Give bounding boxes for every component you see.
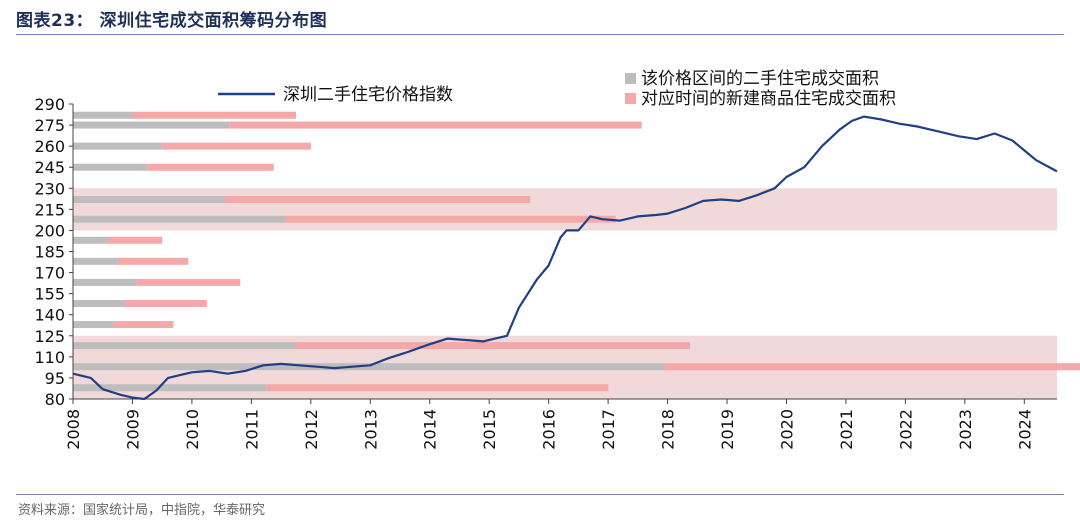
- x-axis-ticks: 2008 2009 2010 2011 2012 2013 2014 2015 2016 2017…: [64, 399, 1034, 450]
- series-line-0: [72, 115, 1058, 401]
- y-tick-label: 125: [34, 327, 65, 346]
- y-tick-label: 245: [34, 158, 65, 177]
- band-1: [73, 188, 1057, 231]
- bar-newhome-11: [296, 342, 691, 350]
- bar-secondhand-12: [73, 363, 665, 371]
- bar-newhome-4: [225, 196, 531, 204]
- x-tick-label: 2014: [421, 409, 440, 450]
- x-tick-label: 2008: [64, 409, 83, 450]
- y-tick-label: 155: [34, 285, 65, 304]
- bar-newhome-9: [125, 299, 207, 307]
- bar-secondhand-1: [73, 121, 230, 129]
- y-tick-label: 140: [34, 306, 65, 325]
- legend-label-newhome: 对应时间的新建商品住宅成交面积: [641, 89, 896, 109]
- bar-newhome-0: [132, 111, 297, 119]
- y-tick-label: 290: [34, 95, 65, 114]
- y-tick-label: 170: [34, 264, 65, 283]
- bar-newhome-5: [284, 215, 616, 223]
- x-tick-label: 2021: [837, 409, 856, 450]
- bar-newhome-2: [162, 142, 311, 150]
- x-tick-label: 2023: [956, 409, 975, 450]
- bar-newhome-8: [136, 278, 241, 286]
- bar-secondhand-4: [73, 196, 226, 204]
- bar-newhome-10: [113, 321, 174, 329]
- x-tick-label: 2020: [777, 409, 796, 450]
- x-tick-label: 2011: [242, 409, 261, 450]
- y-axis-ticks: 80 95 110 125 140 155 170 185 200 215 230 245 260 275…: [34, 95, 73, 409]
- legend-swatch-secondhand: [625, 73, 636, 84]
- bar-secondhand-7: [73, 257, 118, 265]
- x-tick-label: 2015: [480, 409, 499, 450]
- legend-label-line: 深圳二手住宅价格指数: [283, 85, 453, 105]
- y-tick-label: 230: [34, 179, 65, 198]
- volume-bars: [73, 111, 1080, 392]
- x-tick-label: 2013: [361, 409, 380, 450]
- bar-newhome-12: [664, 363, 1080, 371]
- y-tick-label: 275: [34, 116, 65, 135]
- x-tick-label: 2016: [540, 409, 559, 450]
- x-tick-label: 2024: [1015, 409, 1034, 450]
- y-tick-label: 185: [34, 243, 65, 262]
- bar-newhome-6: [106, 236, 163, 244]
- bar-newhome-7: [117, 257, 189, 265]
- x-tick-label: 2017: [599, 409, 618, 450]
- bar-secondhand-9: [73, 299, 126, 307]
- x-tick-label: 2019: [718, 409, 737, 450]
- y-tick-label: 110: [34, 348, 65, 367]
- y-tick-label: 95: [45, 369, 65, 388]
- x-tick-label: 2009: [123, 409, 142, 450]
- y-tick-label: 200: [34, 221, 65, 240]
- y-tick-label: 215: [34, 200, 65, 219]
- title-rule: [16, 34, 1064, 35]
- x-tick-label: 2010: [183, 409, 202, 450]
- legend-label-secondhand: 该价格区间的二手住宅成交面积: [641, 69, 879, 89]
- source-rule: [16, 494, 1064, 495]
- line-series: [72, 115, 1058, 401]
- bar-newhome-1: [229, 121, 642, 129]
- x-tick-label: 2022: [896, 409, 915, 450]
- bar-secondhand-6: [73, 236, 107, 244]
- bar-secondhand-5: [73, 215, 285, 223]
- source-note: 资料来源：国家统计局，中指院，华泰研究: [18, 503, 266, 518]
- x-tick-label: 2012: [302, 409, 321, 450]
- y-tick-label: 260: [34, 137, 65, 156]
- y-tick-label: 80: [45, 390, 65, 409]
- bar-newhome-3: [147, 163, 274, 171]
- bar-secondhand-8: [73, 278, 137, 286]
- bar-newhome-13: [266, 384, 609, 392]
- bar-secondhand-13: [73, 384, 267, 392]
- bar-secondhand-3: [73, 163, 148, 171]
- chart: 80 95 110 125 140 155 170 185 200 215 230 245 260 275…: [34, 69, 1080, 450]
- x-tick-label: 2018: [659, 409, 678, 450]
- bar-secondhand-2: [73, 142, 163, 150]
- bar-secondhand-11: [73, 342, 297, 350]
- bar-secondhand-10: [73, 321, 114, 329]
- figure-title: 图表23： 深圳住宅成交面积筹码分布图: [16, 11, 328, 31]
- legend-swatch-newhome: [625, 93, 636, 104]
- bar-secondhand-0: [73, 111, 133, 119]
